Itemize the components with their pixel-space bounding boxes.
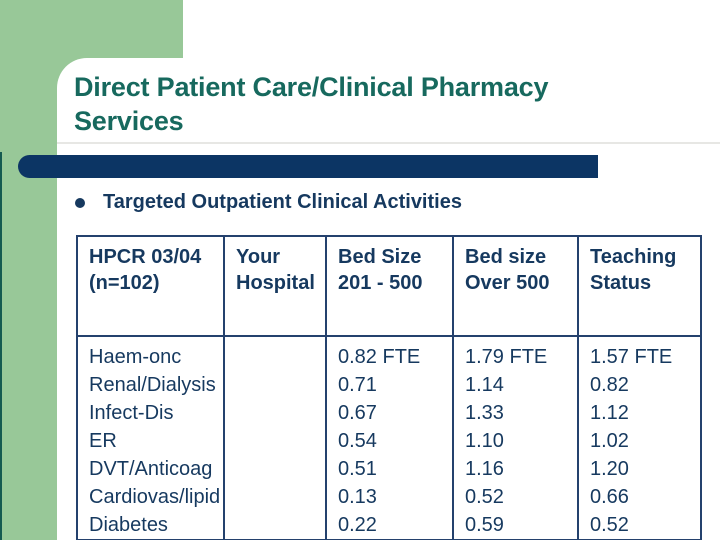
cell-teaching-status: 1.12: [577, 399, 702, 427]
cell-activity: Renal/Dialysis: [76, 371, 225, 399]
table-header: HPCR 03/04 (n=102) Your Hospital Bed Siz…: [76, 236, 702, 337]
header-your-hospital-line1: Your: [236, 246, 281, 268]
table-header-row: HPCR 03/04 (n=102) Your Hospital Bed Siz…: [76, 236, 702, 337]
header-bed-size-201-500-line1: Bed Size: [338, 246, 422, 268]
cell-teaching-status: 0.66: [577, 483, 702, 511]
green-accent-column: [0, 0, 57, 540]
cell-teaching-status: 1.57 FTE: [577, 336, 702, 371]
activities-table: HPCR 03/04 (n=102) Your Hospital Bed Siz…: [76, 235, 702, 540]
left-edge-strip: [0, 152, 2, 540]
cell-activity: Cardiovas/lipid: [76, 483, 225, 511]
cell-bed-201-500: 0.51: [325, 455, 454, 483]
cell-teaching-status: 1.02: [577, 427, 702, 455]
cell-bed-over-500: 1.79 FTE: [452, 336, 579, 371]
cell-bed-over-500: 0.59: [452, 511, 579, 540]
cell-bed-201-500: 0.71: [325, 371, 454, 399]
table-row: Cardiovas/lipid 0.13 0.52 0.66: [76, 483, 702, 511]
cell-bed-201-500: 0.67: [325, 399, 454, 427]
cell-activity: ER: [76, 427, 225, 455]
cell-your-hospital: [223, 483, 327, 511]
table-row: Haem-onc 0.82 FTE 1.79 FTE 1.57 FTE: [76, 336, 702, 371]
header-your-hospital-line2: Hospital: [236, 272, 315, 294]
cell-your-hospital: [223, 511, 327, 540]
header-hpcr-line2: (n=102): [89, 272, 160, 294]
cell-activity: DVT/Anticoag: [76, 455, 225, 483]
header-hpcr-line1: HPCR 03/04: [89, 246, 202, 268]
cell-bed-over-500: 1.16: [452, 455, 579, 483]
table-row: Diabetes 0.22 0.59 0.52: [76, 511, 702, 540]
bullet-icon: [75, 197, 85, 208]
table-row: ER 0.54 1.10 1.02: [76, 427, 702, 455]
cell-your-hospital: [223, 427, 327, 455]
cell-teaching-status: 1.20: [577, 455, 702, 483]
table-row: Infect-Dis 0.67 1.33 1.12: [76, 399, 702, 427]
cell-bed-201-500: 0.13: [325, 483, 454, 511]
cell-your-hospital: [223, 371, 327, 399]
cell-teaching-status: 0.82: [577, 371, 702, 399]
cell-activity: Diabetes: [76, 511, 225, 540]
header-bed-size-over-500-line1: Bed size: [465, 246, 547, 268]
bullet-text: Targeted Outpatient Clinical Activities: [103, 191, 462, 213]
header-teaching-status: Teaching Status: [577, 236, 702, 337]
table-row: Renal/Dialysis 0.71 1.14 0.82: [76, 371, 702, 399]
header-bed-size-201-500-line2: 201 - 500: [338, 272, 423, 294]
cell-teaching-status: 0.52: [577, 511, 702, 540]
header-teaching-status-line2: Status: [590, 272, 652, 294]
table-body: Haem-onc 0.82 FTE 1.79 FTE 1.57 FTE Rena…: [76, 336, 702, 540]
cell-bed-201-500: 0.82 FTE: [325, 336, 454, 371]
faint-divider-line: [57, 142, 720, 144]
header-teaching-status-line1: Teaching: [590, 246, 677, 268]
header-bed-size-over-500-line2: Over 500: [465, 272, 550, 294]
cell-bed-over-500: 1.33: [452, 399, 579, 427]
cell-your-hospital: [223, 399, 327, 427]
header-bed-size-201-500: Bed Size 201 - 500: [325, 236, 454, 337]
title-underline-bar: [18, 155, 598, 178]
header-bed-size-over-500: Bed size Over 500: [452, 236, 579, 337]
slide-title-line1: Direct Patient Care/Clinical Pharmacy: [74, 72, 549, 102]
cell-bed-over-500: 1.10: [452, 427, 579, 455]
table-row: DVT/Anticoag 0.51 1.16 1.20: [76, 455, 702, 483]
cell-activity: Infect-Dis: [76, 399, 225, 427]
slide-title-line2: Services: [74, 106, 184, 136]
header-hpcr: HPCR 03/04 (n=102): [76, 236, 225, 337]
header-your-hospital: Your Hospital: [223, 236, 327, 337]
cell-bed-over-500: 0.52: [452, 483, 579, 511]
cell-your-hospital: [223, 336, 327, 371]
cell-activity: Haem-onc: [76, 336, 225, 371]
cell-bed-201-500: 0.54: [325, 427, 454, 455]
slide-title: Direct Patient Care/Clinical Pharmacy Se…: [74, 70, 694, 138]
cell-bed-over-500: 1.14: [452, 371, 579, 399]
cell-bed-201-500: 0.22: [325, 511, 454, 540]
bullet-row: Targeted Outpatient Clinical Activities: [75, 191, 462, 214]
cell-your-hospital: [223, 455, 327, 483]
